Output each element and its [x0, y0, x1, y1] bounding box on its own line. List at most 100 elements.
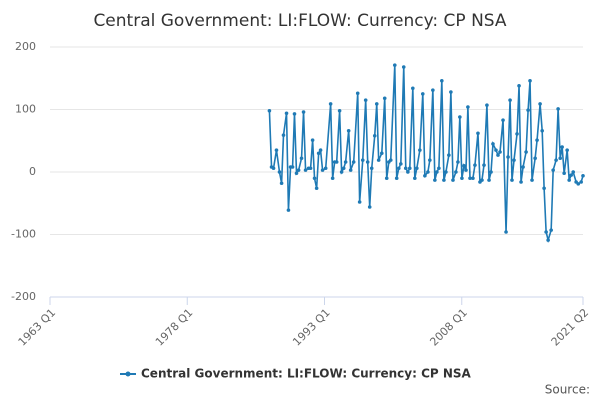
point [365, 160, 370, 164]
point [538, 102, 542, 106]
point [546, 238, 550, 242]
point [407, 166, 412, 171]
point [392, 63, 397, 67]
point [403, 166, 408, 171]
point [360, 158, 365, 162]
point [560, 145, 564, 149]
point [498, 150, 502, 154]
point [296, 168, 301, 172]
point [460, 176, 464, 181]
point [512, 158, 516, 162]
point [565, 148, 569, 152]
point [496, 153, 500, 157]
point [274, 148, 279, 152]
point [426, 170, 430, 174]
y-tick-label: 200 [15, 40, 36, 53]
point [401, 65, 406, 69]
chart-title: Central Government: LI:FLOW: Currency: C… [93, 11, 506, 31]
point [433, 178, 437, 182]
point [406, 170, 410, 174]
point [456, 160, 460, 164]
point [554, 158, 558, 162]
point [308, 166, 313, 171]
point [277, 170, 282, 174]
point [303, 168, 308, 172]
point [369, 166, 374, 171]
point [576, 182, 581, 186]
point [376, 158, 381, 162]
point [343, 160, 348, 164]
legend-label: Central Government: LI:FLOW: Currency: C… [141, 367, 472, 381]
point [301, 110, 306, 114]
point [431, 88, 435, 92]
point [542, 186, 546, 191]
source: Source: [545, 383, 590, 397]
point [351, 160, 356, 164]
y-tick-label: -100 [11, 228, 36, 241]
point [413, 176, 417, 181]
point [415, 166, 419, 171]
point [494, 148, 498, 152]
point [328, 102, 333, 106]
y-tick-label: 0 [29, 165, 36, 178]
point [339, 170, 344, 174]
point [458, 115, 462, 119]
point [444, 170, 448, 174]
point [462, 163, 466, 168]
point [567, 178, 571, 182]
point [346, 128, 351, 133]
point [411, 86, 415, 91]
x-tick-label: 2008 Q1 [427, 306, 470, 349]
point [418, 148, 422, 152]
legend: Central Government: LI:FLOW: Currency: C… [120, 367, 472, 381]
point [440, 78, 444, 83]
point [281, 133, 286, 137]
point [571, 170, 576, 174]
point [382, 96, 387, 101]
point [341, 166, 346, 171]
point [286, 208, 291, 212]
point [423, 173, 427, 178]
point [337, 108, 342, 113]
point [320, 168, 325, 172]
point [290, 165, 295, 169]
point [487, 178, 491, 182]
point [348, 168, 353, 172]
point [367, 205, 372, 209]
point [558, 156, 563, 161]
point [569, 173, 573, 177]
point [428, 158, 432, 162]
point [316, 151, 321, 156]
point [271, 166, 276, 171]
point [454, 170, 458, 174]
point [551, 168, 555, 172]
point [267, 108, 272, 113]
point [530, 178, 534, 182]
point [526, 108, 530, 112]
point [579, 180, 583, 184]
point [330, 176, 335, 181]
point [510, 178, 514, 182]
point [517, 83, 521, 88]
point [485, 103, 489, 107]
point [489, 170, 493, 174]
point [388, 158, 393, 162]
point [471, 176, 475, 181]
point [540, 128, 544, 133]
point [519, 180, 523, 184]
point [323, 166, 328, 171]
point [397, 166, 401, 171]
point [562, 171, 566, 176]
point [394, 176, 399, 181]
point [544, 230, 548, 234]
point [334, 160, 339, 164]
point [521, 165, 525, 169]
point [379, 151, 384, 156]
point [528, 78, 532, 83]
point [506, 155, 510, 159]
point [482, 163, 486, 167]
point [357, 200, 362, 204]
x-tick-label: 1978 Q1 [153, 306, 196, 349]
point [466, 105, 470, 109]
